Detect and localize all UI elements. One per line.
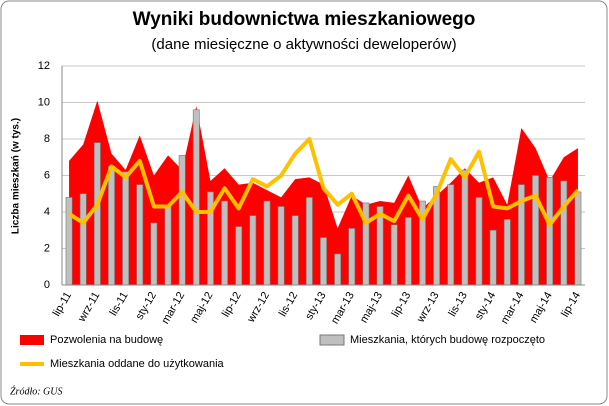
bar [320,237,327,286]
bar [263,200,271,286]
bar [348,228,356,286]
y-tick-label: 4 [44,206,50,218]
legend-label: Mieszkania oddane do użytkowania [50,358,225,370]
bar [192,109,200,286]
bar [503,219,511,286]
legend-swatch [20,335,44,345]
bar [390,224,398,286]
bar [93,142,101,286]
y-axis-label: Liczba mieszkań (w tys.) [11,118,22,234]
bar [122,171,130,286]
legend-label: Mieszkania, których budowę rozpoczęto [350,334,545,346]
bar [136,184,144,286]
legend-label: Pozwolenia na budowę [50,334,163,346]
bar [150,222,158,286]
bar [461,169,469,286]
bar [447,184,455,286]
bar [489,229,497,286]
y-tick-label: 12 [38,60,50,72]
bar [532,175,539,286]
bar [65,197,73,286]
bar [404,217,412,286]
bar [334,253,342,286]
bar [475,197,483,286]
chart-subtitle: (dane miesięczne o aktywności deweloperó… [151,36,456,53]
bar [305,197,313,286]
y-tick-label: 0 [44,279,50,291]
bar [574,191,582,286]
chart-title: Wyniki budownictwa mieszkaniowego [133,9,476,30]
bar [249,215,257,286]
bar [108,166,115,286]
legend-swatch [319,334,345,346]
bar [560,180,568,286]
source: Źródło: GUS [10,385,63,397]
y-tick-label: 6 [44,169,50,181]
line [67,137,580,227]
bar [164,206,172,286]
bar [178,155,186,286]
bar [79,193,87,286]
bar [546,177,554,286]
y-tick-label: 10 [38,96,50,108]
bar [277,206,285,286]
bar [235,226,243,286]
y-tick-label: 8 [44,133,50,145]
bar [221,200,228,286]
bar [376,206,384,286]
bar [291,215,299,286]
y-tick-label: 2 [44,242,50,254]
